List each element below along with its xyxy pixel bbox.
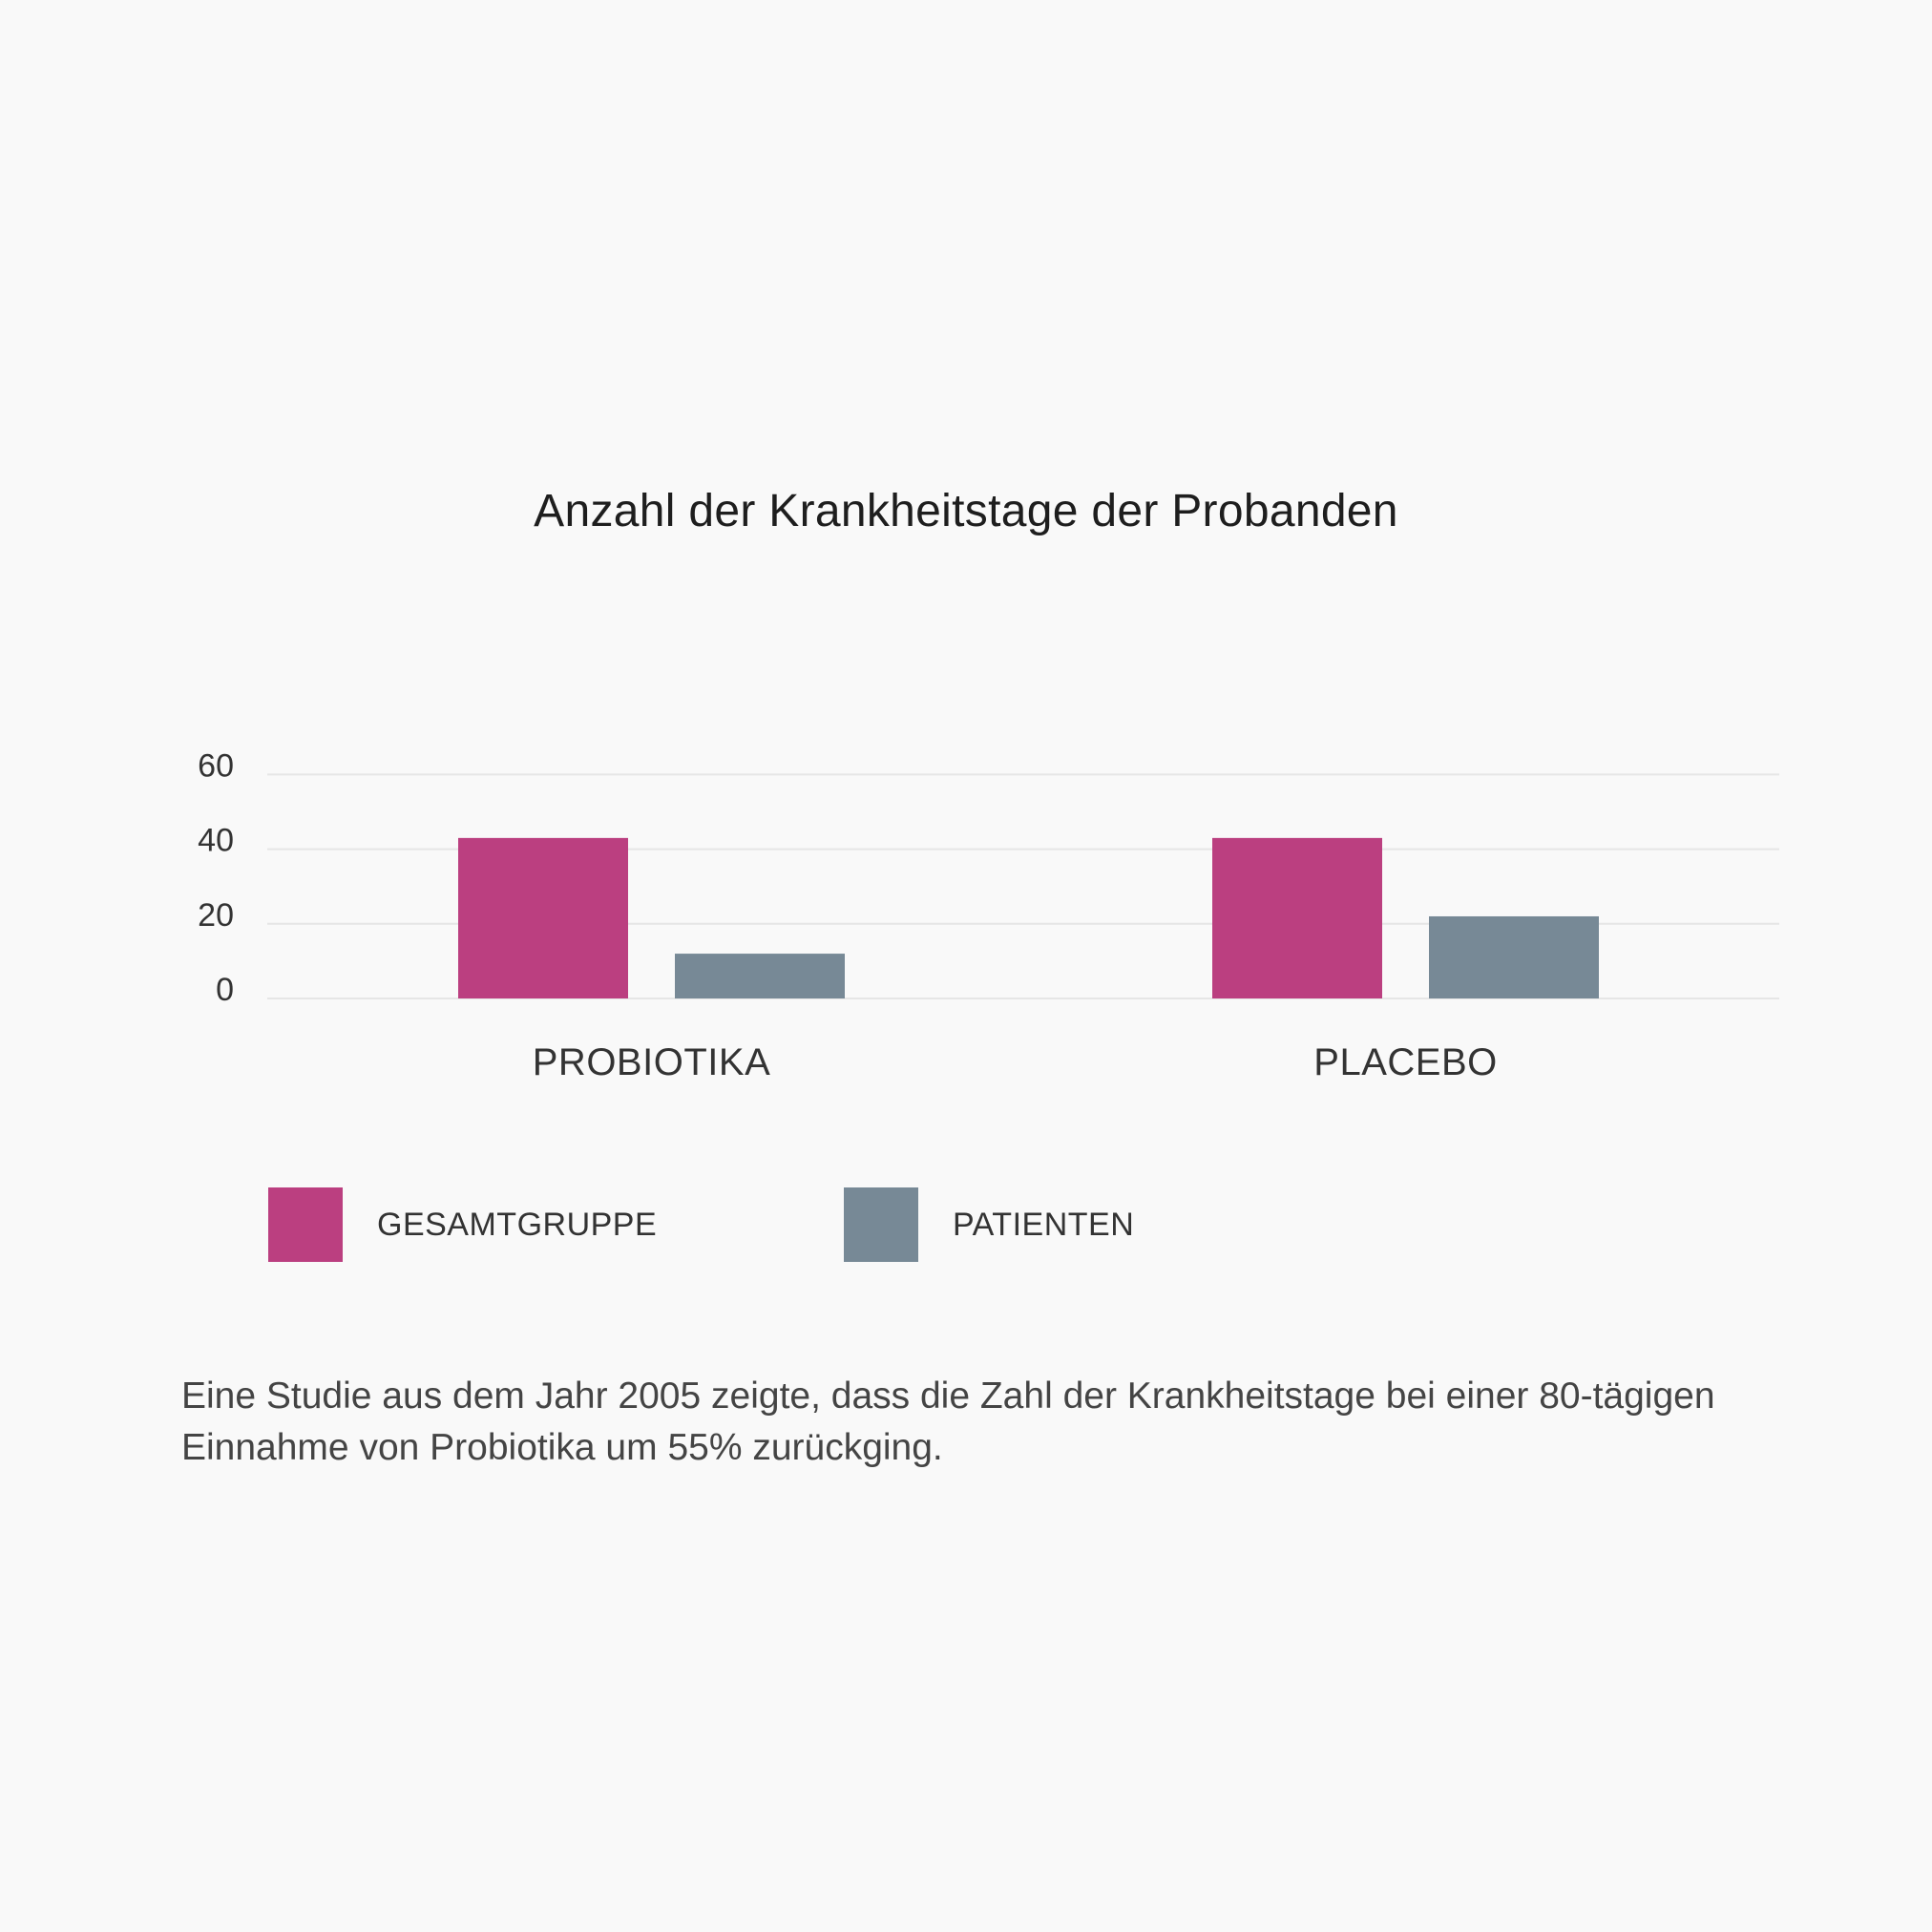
y-tick-label-0: 0 [216,972,234,1008]
bar-placebo-patienten [1429,915,1599,998]
legend-label-patienten: PATIENTEN [953,1206,1135,1243]
legend-swatch-gesamtgruppe [268,1187,343,1262]
bar-probiotika-gesamtgruppe [458,837,628,998]
legend-item-patienten: PATIENTEN [844,1187,1134,1262]
chart-title: Anzahl der Krankheitstage der Probanden [534,486,1398,536]
caption-text: Eine Studie aus dem Jahr 2005 zeigte, da… [181,1376,1715,1468]
bars [458,837,1599,998]
category-label-placebo: PLACEBO [1313,1041,1497,1083]
bar-placebo-gesamtgruppe [1212,837,1382,998]
bar-chart: 0 20 40 60 PROBIOTIKA PLACEBO [198,747,1779,1083]
category-label-probiotika: PROBIOTIKA [533,1041,771,1083]
bar-probiotika-patienten [675,954,845,998]
legend-item-gesamtgruppe: GESAMTGRUPPE [268,1187,657,1262]
y-axis-ticks: 0 20 40 60 [198,747,234,1008]
y-tick-label-20: 20 [198,897,234,934]
category-labels: PROBIOTIKA PLACEBO [533,1041,1497,1083]
legend-label-gesamtgruppe: GESAMTGRUPPE [377,1206,658,1243]
y-tick-label-40: 40 [198,823,234,859]
legend: GESAMTGRUPPE PATIENTEN [268,1187,1134,1262]
y-tick-label-60: 60 [198,747,234,784]
legend-swatch-patienten [844,1187,918,1262]
